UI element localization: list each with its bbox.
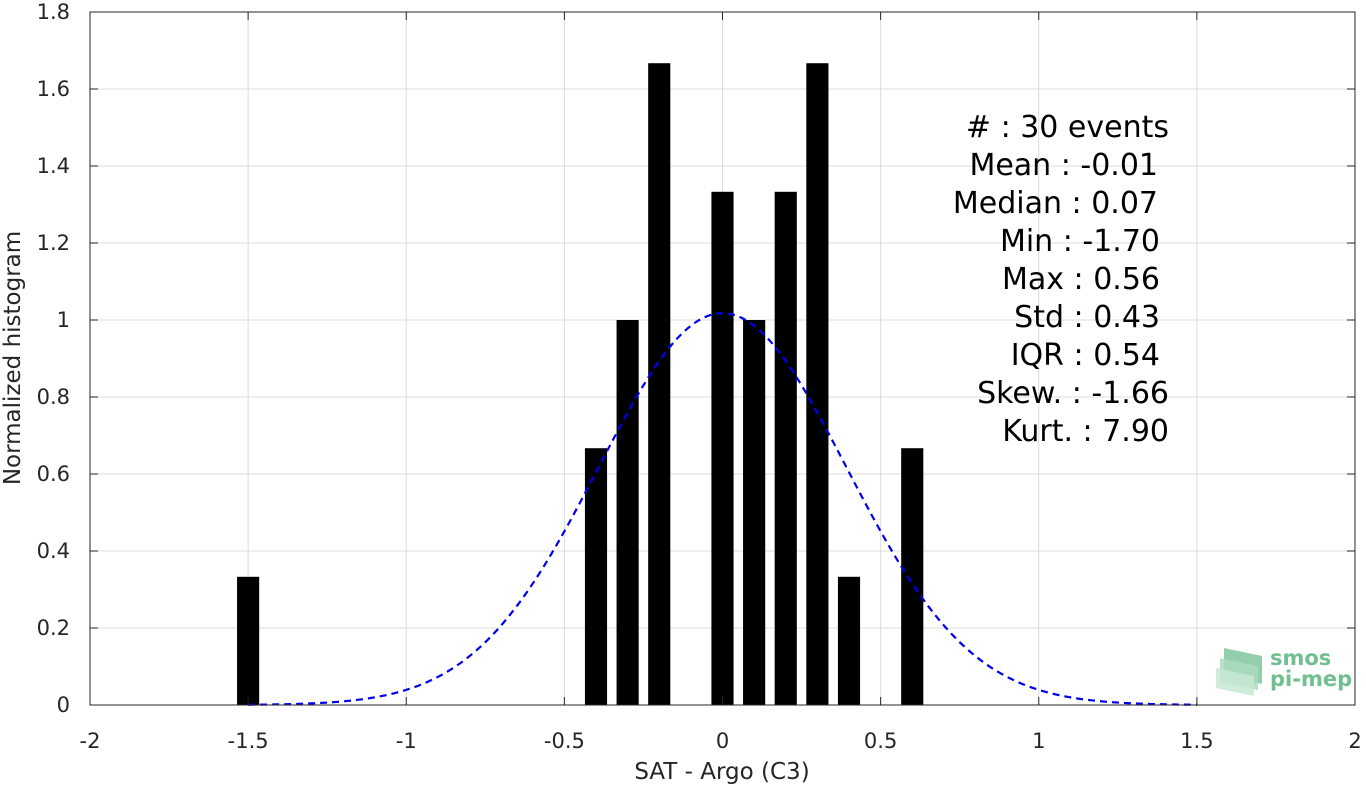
x-axis-title: SAT - Argo (C3) [634, 759, 809, 785]
y-tick-label: 1.2 [37, 231, 70, 255]
y-tick-labels: 0 0.2 0.4 0.6 0.8 1 1.2 1.4 1.6 1.8 [37, 0, 70, 717]
histogram-bar [711, 191, 734, 706]
histogram-bar [237, 576, 260, 705]
stat-line: Mean : -0.01 [969, 148, 1158, 183]
y-axis-title: Normalized histogram [0, 231, 26, 485]
histogram-bar [743, 320, 766, 705]
x-tick-label: 1.5 [1180, 729, 1213, 753]
x-tick-label: -1 [396, 729, 417, 753]
y-tick-label: 0.4 [37, 539, 70, 563]
x-tick-label: -1.5 [228, 729, 269, 753]
stat-line: Skew. : -1.66 [977, 376, 1169, 411]
x-tick-labels: -2 -1.5 -1 -0.5 0 0.5 1 1.5 2 [80, 729, 1362, 753]
logo-line1: smos [1270, 646, 1331, 670]
histogram-bar [616, 320, 639, 705]
histogram-bar [774, 191, 797, 706]
fit-curve-layer [248, 312, 1197, 706]
stat-line: Kurt. : 7.90 [1002, 414, 1169, 449]
x-tick-label: 0 [716, 729, 729, 753]
stat-line: # : 30 events [966, 110, 1169, 145]
normal-fit-curve [248, 312, 1197, 706]
y-tick-label: 0.8 [37, 385, 70, 409]
y-tick-label: 0.6 [37, 462, 70, 486]
smos-pi-mep-logo: smos pi-mep [1216, 646, 1352, 696]
y-tick-label: 1 [57, 308, 70, 332]
histogram-bar [806, 63, 829, 705]
axes [89, 11, 1356, 706]
histogram-bar [648, 63, 671, 705]
y-tick-label: 0 [57, 693, 70, 717]
stat-line: Min : -1.70 [1000, 224, 1160, 259]
logo-mark-icon [1216, 648, 1262, 696]
y-tick-label: 1.6 [37, 77, 70, 101]
y-tick-label: 1.8 [37, 0, 70, 24]
y-tick-label: 0.2 [37, 616, 70, 640]
histogram-bar [901, 448, 924, 705]
x-tick-label: -2 [80, 729, 101, 753]
x-tick-label: 0.5 [864, 729, 897, 753]
stat-line: IQR : 0.54 [1011, 338, 1160, 373]
x-tick-label: -0.5 [544, 729, 585, 753]
stat-line: Std : 0.43 [1014, 300, 1160, 335]
histogram-bar [837, 576, 861, 705]
x-tick-label: 1 [1032, 729, 1045, 753]
histogram-bars [237, 63, 924, 706]
logo-line2: pi-mep [1270, 667, 1352, 691]
y-tick-label: 1.4 [37, 154, 70, 178]
x-tick-label: 2 [1348, 729, 1361, 753]
stat-line: Median : 0.07 [953, 186, 1158, 221]
histogram-bar [584, 448, 608, 705]
stat-line: Max : 0.56 [1002, 262, 1160, 297]
